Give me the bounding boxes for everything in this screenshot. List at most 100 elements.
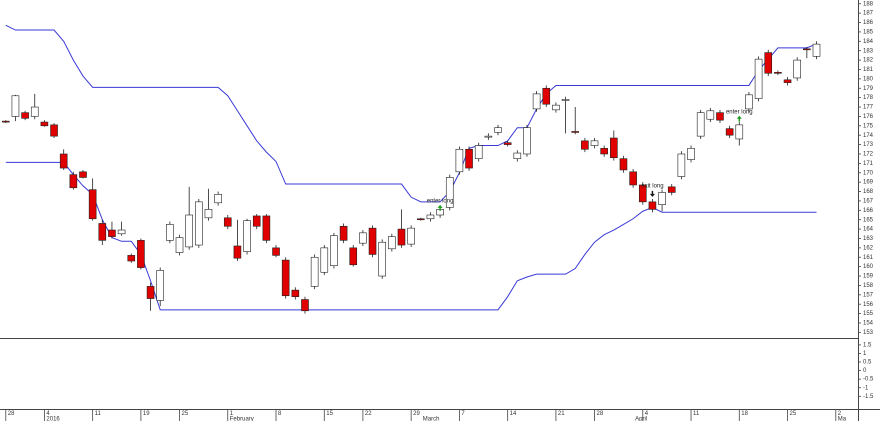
candle-body bbox=[98, 223, 107, 241]
candle-body bbox=[638, 184, 647, 203]
x-tick-label: 8 bbox=[278, 411, 282, 417]
candle-body bbox=[503, 142, 512, 145]
candle-body bbox=[204, 209, 213, 219]
period-label: 2016 bbox=[46, 417, 60, 421]
candle-body bbox=[532, 93, 541, 110]
candle-body bbox=[803, 48, 811, 51]
y-tick-label: 163 bbox=[863, 236, 874, 242]
candle-body bbox=[146, 286, 155, 299]
candle-body bbox=[754, 58, 763, 99]
y-tick-label: 160 bbox=[863, 264, 874, 270]
y-tick-label: 162 bbox=[863, 245, 874, 251]
candle-body bbox=[793, 59, 801, 79]
y-tick-label: 1.5 bbox=[863, 342, 872, 348]
y-tick-label: 167 bbox=[863, 199, 874, 205]
y-tick-label: 186 bbox=[863, 20, 874, 26]
candle-body bbox=[745, 94, 753, 110]
y-tick-label: -1 bbox=[863, 385, 869, 391]
y-tick-label: -0.5 bbox=[863, 377, 874, 383]
candle-body bbox=[484, 135, 493, 138]
candle-body bbox=[291, 289, 300, 297]
candle-body bbox=[465, 148, 473, 169]
candle-body bbox=[764, 52, 773, 74]
y-tick-label: 0.5 bbox=[863, 360, 872, 366]
candle-body bbox=[40, 121, 49, 127]
x-tick-label: 29 bbox=[413, 411, 420, 417]
candle-body bbox=[349, 247, 358, 266]
y-tick-label: 158 bbox=[863, 283, 874, 289]
y-tick-label: 177 bbox=[863, 105, 874, 111]
y-tick-label: 161 bbox=[863, 255, 874, 261]
candle-body bbox=[523, 127, 531, 155]
y-tick-label: 0 bbox=[863, 368, 867, 374]
channel-line bbox=[5, 24, 817, 203]
candle-body bbox=[735, 124, 744, 140]
y-tick-label: 170 bbox=[863, 170, 874, 176]
candle-body bbox=[69, 174, 78, 189]
candle-body bbox=[783, 79, 792, 83]
candle-body bbox=[648, 201, 657, 210]
y-tick-label: 176 bbox=[863, 114, 874, 120]
annotation: enter long bbox=[726, 109, 753, 115]
y-tick-label: 169 bbox=[863, 180, 874, 186]
x-tick-label: 21 bbox=[558, 411, 565, 417]
candle-body bbox=[330, 235, 338, 267]
x-tick-label: 28 bbox=[8, 411, 15, 417]
candle-body bbox=[30, 106, 39, 117]
x-tick-label: 11 bbox=[95, 411, 102, 417]
y-tick-label: 179 bbox=[863, 86, 874, 92]
candle-body bbox=[687, 148, 695, 160]
y-tick-label: 156 bbox=[863, 302, 874, 308]
candle-body bbox=[301, 299, 309, 312]
candle-body bbox=[706, 110, 715, 120]
annotation: enter long bbox=[427, 199, 454, 205]
candle-body bbox=[108, 229, 116, 237]
y-tick-label: 178 bbox=[863, 95, 874, 101]
y-tick-label: 180 bbox=[863, 76, 874, 82]
candle-body bbox=[474, 145, 483, 159]
candle-body bbox=[513, 152, 522, 159]
candle-body bbox=[243, 220, 251, 252]
y-tick-label: 171 bbox=[863, 161, 874, 167]
y-tick-label: 155 bbox=[863, 311, 874, 317]
candle-body bbox=[378, 241, 386, 277]
candle-body bbox=[185, 214, 193, 248]
candle-body bbox=[156, 270, 165, 301]
y-tick-label: 188 bbox=[863, 1, 874, 7]
x-tick-label: 15 bbox=[326, 411, 333, 417]
y-tick-label: 181 bbox=[863, 67, 874, 73]
candle-body bbox=[716, 112, 724, 121]
y-tick-label: 175 bbox=[863, 123, 874, 129]
candle-body bbox=[388, 236, 396, 250]
candle-body bbox=[629, 171, 637, 186]
y-tick-label: 164 bbox=[863, 227, 874, 233]
candle-body bbox=[79, 171, 87, 178]
x-tick-label: 25 bbox=[182, 411, 189, 417]
candle-body bbox=[50, 124, 58, 137]
candle-body bbox=[223, 217, 232, 227]
candle-body bbox=[677, 153, 686, 177]
y-tick-label: 183 bbox=[863, 48, 874, 54]
candle-body bbox=[88, 189, 97, 220]
x-tick-label: 4 bbox=[46, 411, 50, 417]
y-tick-label: 153 bbox=[863, 330, 874, 336]
period-label: February bbox=[230, 417, 254, 421]
candle-body bbox=[494, 127, 502, 133]
candle-body bbox=[812, 43, 821, 57]
candle-body bbox=[552, 104, 560, 111]
candle-body bbox=[561, 99, 570, 101]
candle-body bbox=[339, 225, 348, 241]
candle-body bbox=[774, 71, 782, 74]
x-tick-label: 19 bbox=[143, 411, 150, 417]
signal-arrow bbox=[649, 190, 655, 197]
x-tick-label: 11 bbox=[693, 411, 700, 417]
y-tick-label: 165 bbox=[863, 217, 874, 223]
x-tick-label: 7 bbox=[461, 411, 465, 417]
y-tick-label: 168 bbox=[863, 189, 874, 195]
candle-body bbox=[590, 140, 599, 146]
candle-body bbox=[600, 148, 608, 155]
candle-body bbox=[166, 224, 174, 241]
candle-body bbox=[195, 201, 203, 246]
y-tick-label: 174 bbox=[863, 133, 874, 139]
candle-body bbox=[214, 194, 222, 204]
